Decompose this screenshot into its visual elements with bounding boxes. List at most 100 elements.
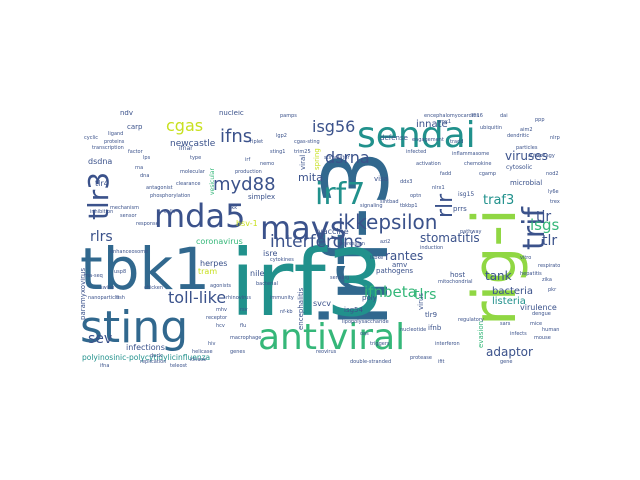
word: mhv (216, 307, 227, 313)
word: vitro (520, 255, 532, 261)
word: infected (406, 149, 427, 155)
word: mita (298, 171, 323, 184)
word: double-stranded (350, 359, 392, 365)
word: sting1 (270, 149, 286, 155)
word: defense (380, 134, 408, 142)
word: ifnbeta (364, 283, 417, 301)
word: nanoparticle (88, 295, 120, 301)
word: rna-seq (84, 273, 103, 279)
word: mavs (260, 209, 347, 247)
word: stimulator (324, 155, 350, 161)
word: oas (360, 331, 369, 337)
word: genes (230, 349, 246, 355)
word: proteins (104, 139, 125, 145)
word: nucleotide (400, 327, 427, 333)
word: fish (116, 295, 125, 301)
word: polyinosinic-polycytidylicinfluenza (82, 353, 211, 362)
word: tir (536, 209, 552, 225)
word: cytokines (270, 257, 294, 263)
word: tram (198, 267, 218, 276)
word: cytosolic (506, 164, 533, 171)
word: enhanceosome (110, 249, 149, 255)
word: irf (245, 157, 251, 163)
word: expression (338, 241, 365, 247)
word: particles (516, 145, 538, 151)
word: pathogens (376, 267, 414, 275)
word: irf7 (315, 177, 366, 212)
word: molecular (180, 169, 205, 175)
word: tlr9 (425, 311, 438, 319)
word: pamps (280, 113, 297, 119)
word: tank (485, 269, 512, 283)
word: hsv-1 (236, 219, 258, 228)
word: protease (410, 355, 432, 361)
word: cgas (166, 116, 204, 135)
word: nlrx1 (432, 185, 445, 191)
word: tbk1 (80, 235, 211, 303)
word: azi2 (380, 239, 391, 245)
word: ikk (230, 205, 238, 211)
word: encephalitis (297, 287, 305, 330)
word: vesicular (209, 168, 216, 195)
word: stomatitis (420, 231, 480, 245)
word: ifi16 (472, 113, 483, 119)
word: respiratory (538, 263, 560, 269)
word: phosphorylation (150, 193, 191, 199)
word: virus (417, 292, 425, 310)
word: transcription (92, 145, 124, 151)
word: triggers (370, 341, 390, 347)
word: host (450, 271, 466, 279)
word: isre (263, 249, 278, 258)
word: infections (126, 343, 165, 352)
word: viral (299, 154, 307, 170)
word: mx1 (440, 119, 452, 125)
word: dsdna (88, 157, 113, 166)
word: riplet (250, 139, 264, 145)
word: type (190, 155, 202, 161)
word: dendritic (507, 133, 530, 139)
word: mouse (534, 335, 551, 341)
word: prrs (453, 205, 467, 213)
word: listeria (492, 296, 526, 307)
word: usp8 (114, 269, 127, 275)
word: vaccine (318, 227, 349, 236)
word: dai (500, 113, 508, 119)
word: rlrs (90, 229, 113, 245)
word: zika (542, 277, 552, 283)
word: bacteria (492, 286, 534, 297)
word: ddx3 (400, 179, 413, 185)
word: viruses (505, 149, 548, 163)
word: teleost (170, 363, 188, 369)
word: infects (510, 331, 527, 337)
word: sensor (120, 213, 137, 219)
word: ligand (108, 131, 124, 137)
word: duck (150, 353, 162, 359)
word: lipopolysaccharide (342, 319, 389, 325)
word: regulatory (458, 317, 484, 323)
word: pathway (460, 229, 482, 235)
word: lps (143, 155, 151, 161)
word: inflammasome (452, 151, 490, 157)
word: cgamp (479, 171, 497, 177)
word: nucleic (219, 110, 244, 117)
word: optn (410, 193, 422, 199)
word: engagement (412, 137, 444, 143)
word: adaptor (486, 345, 533, 359)
word: rna (135, 165, 144, 171)
word: ubiquitin (480, 125, 502, 131)
word: sensing (330, 275, 350, 281)
word: cgas-sting (294, 139, 320, 145)
word: kinase (190, 357, 207, 363)
word: nile (250, 269, 265, 278)
word: signaling (360, 203, 383, 209)
word: nemo (260, 161, 275, 167)
word: sev (88, 331, 113, 347)
word: hcv (216, 323, 225, 329)
word: traf3 (483, 193, 515, 208)
word: ikkepsilon (338, 210, 438, 234)
word: lgp2 (276, 133, 287, 139)
word: svcv (313, 299, 332, 308)
word: antagonist (146, 185, 173, 191)
word: nod2 (546, 171, 559, 177)
word: bacterial (256, 281, 278, 287)
